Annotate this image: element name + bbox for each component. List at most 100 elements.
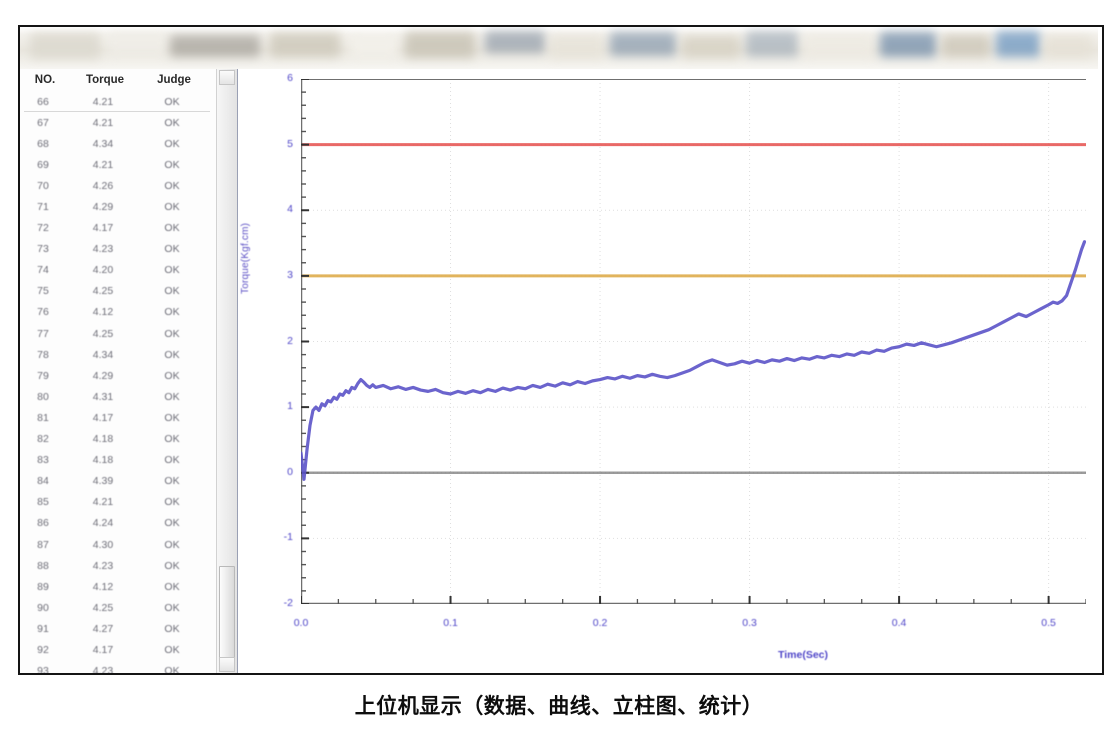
table-row[interactable]: 69 4.21 OK: [20, 154, 216, 175]
cell-torque: 4.29: [92, 201, 114, 214]
cell-judge: OK: [164, 622, 180, 635]
table-row[interactable]: 76 4.12 OK: [20, 302, 216, 323]
cell-torque: 4.34: [92, 348, 114, 361]
y-axis-label: Torque(Kgf.cm): [240, 222, 251, 294]
cell-judge: OK: [164, 201, 180, 214]
cell-no: 87: [37, 538, 49, 551]
table-row[interactable]: 89 4.12 OK: [20, 576, 216, 597]
table-row[interactable]: 86 4.24 OK: [20, 513, 216, 534]
table-row[interactable]: 81 4.17 OK: [20, 407, 216, 428]
cell-judge: OK: [164, 264, 180, 277]
y-tick-label: 5: [287, 137, 293, 150]
cell-torque: 4.31: [92, 390, 114, 403]
column-header-judge: Judge: [157, 74, 191, 86]
cell-torque: 4.30: [92, 538, 114, 551]
cell-judge: OK: [164, 348, 180, 361]
cell-no: 67: [37, 116, 49, 129]
table-row[interactable]: 73 4.23 OK: [20, 239, 216, 260]
table-row[interactable]: 88 4.23 OK: [20, 555, 216, 576]
cell-torque: 4.23: [92, 559, 114, 572]
table-row[interactable]: 92 4.17 OK: [20, 639, 216, 660]
cell-judge: OK: [164, 411, 180, 424]
cell-judge: OK: [164, 496, 180, 509]
results-table[interactable]: NO. Torque Judge 66 4.21 OK 67 4.21 OK 68 4.34 O…: [20, 69, 216, 673]
cell-no: 82: [37, 433, 49, 446]
y-tick-label: 4: [287, 203, 293, 216]
table-row[interactable]: 67 4.21 OK: [20, 112, 216, 133]
table-row[interactable]: 93 4.23 OK: [20, 661, 216, 673]
table-row[interactable]: 84 4.39 OK: [20, 471, 216, 492]
plot-svg: [301, 79, 1086, 604]
x-axis-label: Time(Sec): [778, 649, 828, 661]
application-window: NO. Torque Judge 66 4.21 OK 67 4.21 OK 68 4.34 O…: [18, 25, 1104, 675]
cell-judge: OK: [164, 475, 180, 488]
x-tick-label: 0.4: [891, 617, 907, 629]
scrollbar-thumb[interactable]: [219, 566, 235, 662]
toolbar-strip-blurred: [20, 27, 1098, 69]
cell-judge: OK: [164, 454, 180, 467]
x-tick-label: 0.1: [443, 617, 458, 629]
table-row[interactable]: 74 4.20 OK: [20, 260, 216, 281]
cell-torque: 4.17: [92, 222, 114, 235]
cell-no: 79: [37, 369, 49, 382]
table-row[interactable]: 72 4.17 OK: [20, 218, 216, 239]
table-row[interactable]: 68 4.34 OK: [20, 133, 216, 154]
table-row[interactable]: 85 4.21 OK: [20, 492, 216, 513]
cell-no: 86: [37, 517, 49, 530]
cell-torque: 4.21: [92, 95, 114, 108]
table-row[interactable]: 83 4.18 OK: [20, 450, 216, 471]
y-tick-label: -1: [283, 531, 293, 544]
table-row[interactable]: 78 4.34 OK: [20, 344, 216, 365]
table-row[interactable]: 87 4.30 OK: [20, 534, 216, 555]
cell-torque: 4.23: [92, 243, 114, 256]
cell-judge: OK: [164, 243, 180, 256]
cell-torque: 4.24: [92, 517, 114, 530]
table-row[interactable]: 80 4.31 OK: [20, 386, 216, 407]
scroll-down-arrow-icon[interactable]: [219, 657, 235, 672]
cell-no: 68: [37, 137, 49, 150]
cell-judge: OK: [164, 601, 180, 614]
cell-judge: OK: [164, 116, 180, 129]
torque-curve-path: [301, 240, 1086, 481]
column-header-no: NO.: [34, 74, 56, 86]
cell-torque: 4.27: [92, 622, 114, 635]
cell-judge: OK: [164, 665, 180, 673]
table-row[interactable]: 70 4.26 OK: [20, 175, 216, 196]
table-row[interactable]: 75 4.25 OK: [20, 281, 216, 302]
table-row[interactable]: 79 4.29 OK: [20, 365, 216, 386]
cell-no: 69: [37, 158, 49, 171]
table-row[interactable]: 90 4.25 OK: [20, 597, 216, 618]
cell-torque: 4.17: [92, 643, 114, 656]
cell-judge: OK: [164, 643, 180, 656]
cell-no: 89: [37, 580, 49, 593]
cell-torque: 4.12: [92, 306, 114, 319]
table-row[interactable]: 66 4.21 OK: [20, 91, 216, 112]
cell-no: 76: [37, 306, 49, 319]
y-tick-label: 2: [287, 334, 293, 347]
cell-no: 80: [37, 390, 49, 403]
x-tick-label: 0.2: [592, 617, 608, 629]
cell-no: 75: [37, 285, 49, 298]
torque-curve-chart[interactable]: Torque(Kgf.cm) Time(Sec) 6 5 4 3 2 1 0 -1 -2 0.0…: [237, 69, 1099, 673]
cell-judge: OK: [164, 559, 180, 572]
table-scrollbar[interactable]: [216, 69, 238, 673]
cell-torque: 4.25: [92, 285, 114, 298]
y-tick-label: 0: [287, 465, 293, 478]
cell-no: 74: [37, 264, 49, 277]
scroll-up-arrow-icon[interactable]: [219, 70, 235, 85]
cell-no: 93: [37, 665, 49, 673]
table-row[interactable]: 71 4.29 OK: [20, 196, 216, 217]
cell-judge: OK: [164, 433, 180, 446]
cell-no: 78: [37, 348, 49, 361]
cell-torque: 4.23: [92, 665, 114, 673]
table-row[interactable]: 91 4.27 OK: [20, 618, 216, 639]
cell-no: 88: [37, 559, 49, 572]
x-tick-label: 0.5: [1041, 617, 1056, 629]
cell-judge: OK: [164, 369, 180, 382]
table-body[interactable]: 66 4.21 OK 67 4.21 OK 68 4.34 OK 69 4.21 OK 70 4.26 OK…: [20, 91, 216, 673]
cell-judge: OK: [164, 137, 180, 150]
cell-no: 73: [37, 243, 49, 256]
cell-no: 81: [37, 411, 49, 424]
table-row[interactable]: 77 4.25 OK: [20, 323, 216, 344]
table-row[interactable]: 82 4.18 OK: [20, 429, 216, 450]
